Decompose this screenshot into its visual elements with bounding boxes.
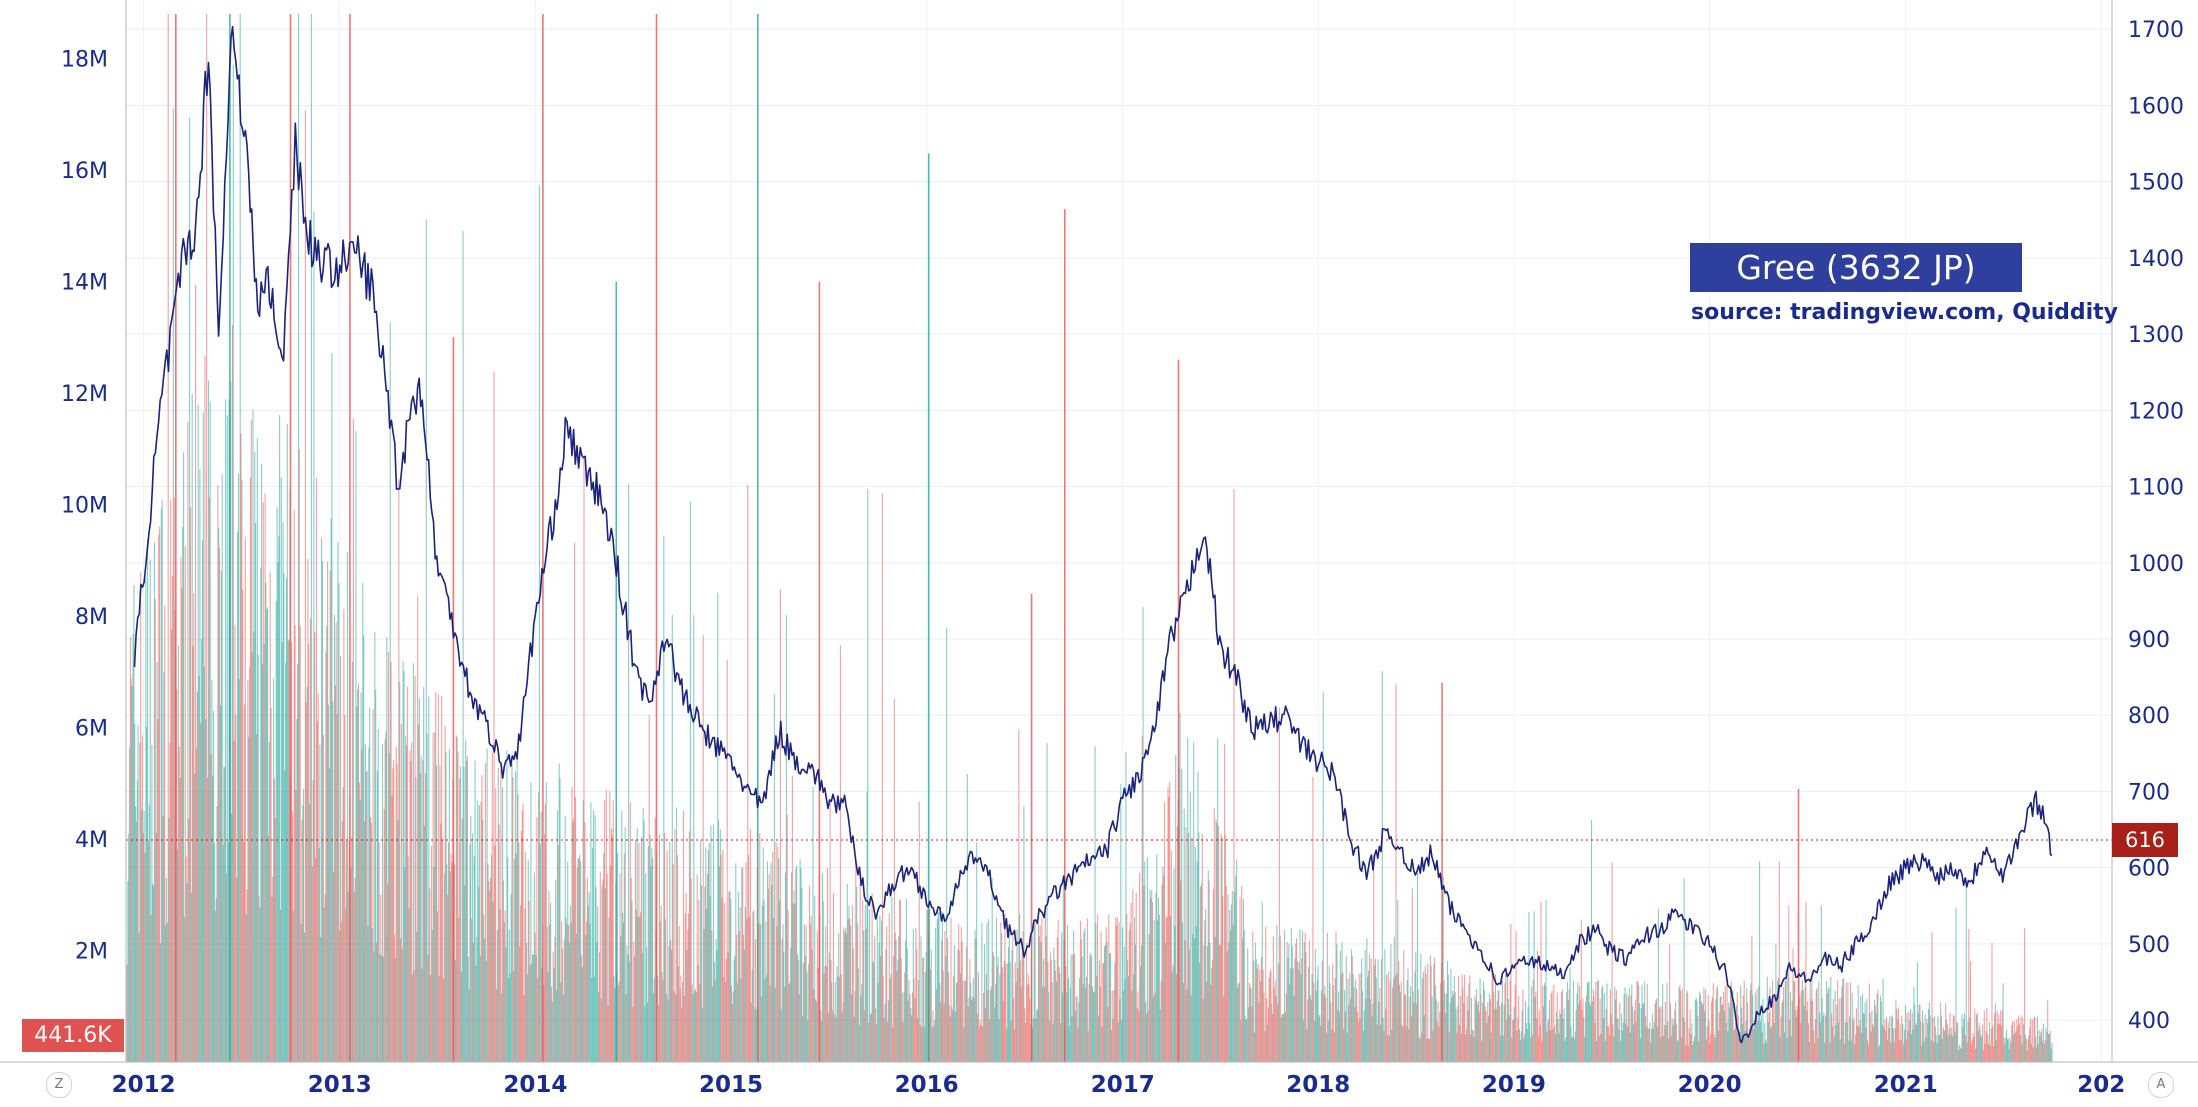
price-tick-label: 400 xyxy=(2128,1009,2170,1034)
time-tick-label: 2013 xyxy=(308,1072,372,1098)
time-tick-label: 2019 xyxy=(1482,1072,1546,1098)
volume-tick-label: 4M xyxy=(75,828,108,853)
price-tick-label: 1400 xyxy=(2128,247,2184,272)
time-tick-label: 2021 xyxy=(1874,1072,1938,1098)
price-tick-label: 900 xyxy=(2128,628,2170,653)
volume-tick-label: 8M xyxy=(75,605,108,630)
chart-subtitle: source: tradingview.com, Quiddity xyxy=(1691,300,2119,325)
price-tick-label: 600 xyxy=(2128,857,2170,882)
last-price-badge: 616 xyxy=(2112,823,2178,857)
price-tick-label: 1600 xyxy=(2128,95,2184,120)
volume-tick-label: 10M xyxy=(61,494,108,519)
price-tick-label: 1500 xyxy=(2128,171,2184,196)
volume-axis: 2M 4M 6M 8M 10M 12M 14M 16M 18M xyxy=(61,48,108,965)
price-tick-label: 1300 xyxy=(2128,323,2184,348)
volume-tick-label: 14M xyxy=(61,271,108,296)
time-tick-label: 2014 xyxy=(503,1072,567,1098)
time-tick-label: 2018 xyxy=(1286,1072,1350,1098)
price-tick-label: 700 xyxy=(2128,780,2170,805)
volume-tick-label: 12M xyxy=(61,382,108,407)
time-tick-label: 2017 xyxy=(1091,1072,1155,1098)
price-series xyxy=(133,25,2053,1044)
time-tick-label: 2016 xyxy=(895,1072,959,1098)
price-tick-label: 1200 xyxy=(2128,399,2184,424)
time-tick-label: 2012 xyxy=(112,1072,176,1098)
volume-tick-label: 18M xyxy=(61,48,108,73)
log-scale-toggle[interactable]: Z xyxy=(46,1072,72,1098)
volume-tick-label: 2M xyxy=(75,940,108,965)
axes xyxy=(0,0,2198,1063)
price-tick-label: 1700 xyxy=(2128,18,2184,43)
price-tick-label: 500 xyxy=(2128,933,2170,958)
price-tick-label: 1000 xyxy=(2128,552,2184,577)
time-tick-label: 2015 xyxy=(699,1072,763,1098)
last-volume-badge: 441.6K xyxy=(22,1019,124,1052)
price-tick-label: 1100 xyxy=(2128,476,2184,501)
volume-bars xyxy=(126,14,2053,1062)
time-axis[interactable]: 2012 2013 2014 2015 2016 2017 2018 2019 2020 2021… xyxy=(112,1072,2126,1098)
price-axis: 400 500 600 700 800 900 1000 1100 1200 1300 1400 15… xyxy=(2128,18,2184,1034)
time-tick-label: 202 xyxy=(2077,1072,2125,1098)
auto-scale-toggle[interactable]: A xyxy=(2148,1072,2174,1098)
price-line xyxy=(133,25,2053,1044)
time-tick-label: 2020 xyxy=(1678,1072,1742,1098)
price-tick-label: 800 xyxy=(2128,704,2170,729)
chart-title: Gree (3632 JP) xyxy=(1690,243,2022,292)
volume-tick-label: 16M xyxy=(61,159,108,184)
volume-tick-label: 6M xyxy=(75,717,108,742)
